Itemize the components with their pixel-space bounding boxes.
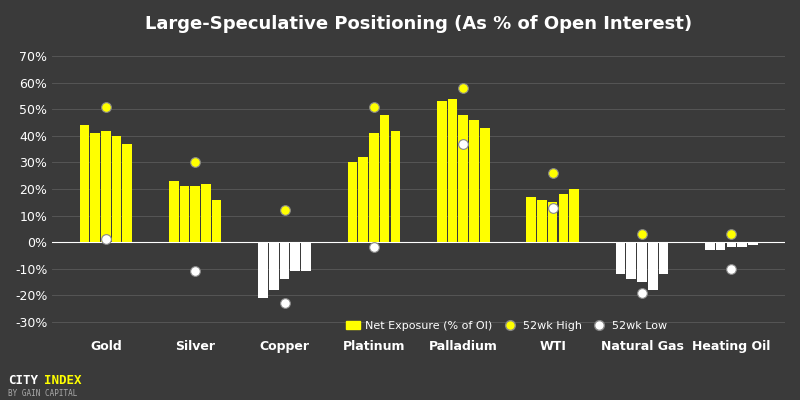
Bar bbox=[90, 133, 100, 242]
Bar bbox=[122, 144, 132, 242]
Bar bbox=[180, 186, 190, 242]
Bar bbox=[301, 242, 311, 271]
Bar bbox=[348, 162, 358, 242]
Bar bbox=[526, 197, 536, 242]
Legend: Net Exposure (% of OI), 52wk High, 52wk Low: Net Exposure (% of OI), 52wk High, 52wk … bbox=[342, 316, 671, 336]
Text: BY GAIN CAPITAL: BY GAIN CAPITAL bbox=[8, 389, 78, 398]
Bar bbox=[738, 242, 747, 248]
Bar bbox=[658, 242, 668, 274]
Bar bbox=[626, 242, 636, 279]
Bar bbox=[726, 242, 736, 248]
Bar bbox=[616, 242, 626, 274]
Bar bbox=[79, 125, 90, 242]
Bar bbox=[458, 115, 468, 242]
Bar bbox=[169, 181, 178, 242]
Bar bbox=[448, 99, 458, 242]
Bar bbox=[290, 242, 300, 271]
Bar bbox=[269, 242, 278, 290]
Text: INDEX: INDEX bbox=[44, 374, 82, 387]
Bar bbox=[280, 242, 290, 279]
Bar bbox=[380, 115, 390, 242]
Bar bbox=[748, 242, 758, 245]
Bar bbox=[112, 136, 122, 242]
Bar bbox=[212, 200, 222, 242]
Bar bbox=[537, 200, 546, 242]
Bar bbox=[480, 128, 490, 242]
Bar bbox=[570, 189, 579, 242]
Bar bbox=[648, 242, 658, 290]
Text: CITY: CITY bbox=[8, 374, 38, 387]
Bar bbox=[637, 242, 647, 282]
Bar bbox=[705, 242, 714, 250]
Bar bbox=[437, 101, 446, 242]
Bar bbox=[558, 194, 568, 242]
Bar bbox=[101, 130, 110, 242]
Bar bbox=[716, 242, 726, 250]
Bar bbox=[201, 184, 210, 242]
Bar bbox=[390, 130, 400, 242]
Bar bbox=[369, 133, 378, 242]
Bar bbox=[258, 242, 268, 298]
Bar bbox=[548, 202, 558, 242]
Bar bbox=[469, 120, 479, 242]
Bar bbox=[358, 157, 368, 242]
Bar bbox=[190, 186, 200, 242]
Title: Large-Speculative Positioning (As % of Open Interest): Large-Speculative Positioning (As % of O… bbox=[145, 15, 692, 33]
